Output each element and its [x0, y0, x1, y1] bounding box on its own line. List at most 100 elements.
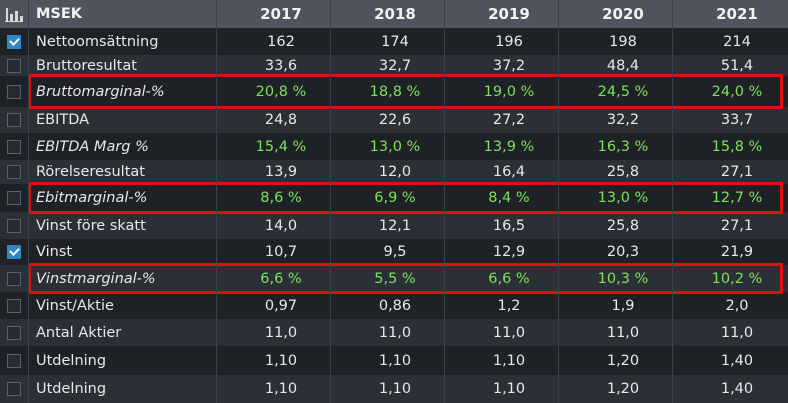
- value-cell: 8,4 %: [488, 190, 530, 206]
- value-cell: 22,6: [378, 112, 412, 128]
- checkbox-checked[interactable]: [7, 245, 21, 259]
- value-cell: 11,0: [492, 324, 526, 341]
- value-cell: 32,2: [606, 112, 640, 128]
- value-cell: 198: [609, 33, 637, 50]
- value-cell: 24,8: [264, 112, 298, 128]
- value-cell: 27,2: [492, 112, 526, 128]
- value-cell: 33,6: [264, 57, 298, 74]
- column-divider: [672, 0, 673, 403]
- value-cell: 14,0: [264, 217, 298, 234]
- value-cell: 12,9: [492, 244, 526, 260]
- row-checkbox-cell: [0, 76, 28, 107]
- row-checkbox-cell: [0, 107, 28, 133]
- checkbox[interactable]: [7, 218, 21, 233]
- value-cell: 16,3 %: [597, 138, 649, 155]
- checkbox[interactable]: [7, 84, 21, 99]
- year-header[interactable]: 2017: [260, 5, 302, 23]
- checkbox[interactable]: [7, 325, 21, 340]
- year-header[interactable]: 2018: [374, 5, 416, 23]
- value-cell: 51,4: [720, 57, 754, 74]
- value-cell: 1,40: [720, 381, 754, 397]
- value-cell: 27,1: [720, 164, 754, 180]
- row-label: EBITDA Marg %: [36, 138, 149, 155]
- value-cell: 20,3: [606, 244, 640, 260]
- table-header: MSEK 2017 2018 2019 2020 2021: [0, 0, 788, 28]
- row-checkbox-cell: [0, 346, 28, 375]
- table-row: Vinst/Aktie 0,97 0,86 1,2 1,9 2,0: [0, 292, 788, 319]
- checkbox-checked[interactable]: [7, 34, 21, 49]
- row-checkbox-cell: [0, 375, 28, 403]
- value-cell: 13,9: [264, 164, 298, 180]
- value-cell: 1,10: [264, 352, 298, 369]
- value-cell: 24,0 %: [711, 83, 763, 100]
- value-cell: 12,1: [378, 217, 412, 234]
- row-label: Bruttomarginal-%: [36, 83, 165, 100]
- table-row: Nettoomsättning 162 174 196 198 214: [0, 28, 788, 55]
- row-checkbox-cell: [0, 265, 28, 292]
- value-cell: 174: [381, 33, 409, 50]
- checkbox[interactable]: [7, 271, 21, 286]
- value-cell: 19,0 %: [483, 83, 535, 100]
- row-checkbox-cell: [0, 160, 28, 184]
- value-cell: 1,10: [492, 352, 526, 369]
- value-cell: 1,20: [606, 381, 640, 397]
- table-row: Vinst 10,7 9,5 12,9 20,3 21,9: [0, 239, 788, 265]
- value-cell: 12,0: [378, 164, 412, 180]
- bar-chart-icon[interactable]: [5, 6, 23, 22]
- table-row: Vinst före skatt 14,0 12,1 16,5 25,8 27,1: [0, 212, 788, 239]
- table-row: Utdelning 1,10 1,10 1,10 1,20 1,40: [0, 346, 788, 375]
- checkbox[interactable]: [7, 191, 21, 205]
- row-label: Vinstmarginal-%: [36, 270, 156, 287]
- value-cell: 15,8 %: [711, 138, 763, 155]
- column-divider: [216, 0, 217, 403]
- value-cell: 33,7: [720, 112, 754, 128]
- table-row: Antal Aktier 11,0 11,0 11,0 11,0 11,0: [0, 319, 788, 346]
- value-cell: 18,8 %: [369, 83, 421, 100]
- value-cell: 16,4: [492, 164, 526, 180]
- row-checkbox-cell: [0, 28, 28, 55]
- value-cell: 1,9: [611, 297, 635, 314]
- value-cell: 1,10: [264, 381, 298, 397]
- year-header[interactable]: 2021: [716, 5, 758, 23]
- value-cell: 10,2 %: [711, 270, 763, 287]
- row-label: Vinst: [36, 244, 73, 260]
- value-cell: 6,6 %: [260, 270, 302, 287]
- year-header[interactable]: 2020: [602, 5, 644, 23]
- row-label: Nettoomsättning: [36, 33, 159, 50]
- row-checkbox-cell: [0, 319, 28, 346]
- checkbox[interactable]: [7, 165, 21, 179]
- table-row: EBITDA Marg % 15,4 % 13,0 % 13,9 % 16,3 % 15,…: [0, 133, 788, 160]
- column-divider: [444, 0, 445, 403]
- chart-toggle[interactable]: [0, 0, 28, 28]
- checkbox[interactable]: [7, 139, 21, 154]
- checkbox[interactable]: [7, 298, 21, 313]
- table-row: EBITDA 24,8 22,6 27,2 32,2 33,7: [0, 107, 788, 133]
- year-header[interactable]: 2019: [488, 5, 530, 23]
- checkbox[interactable]: [7, 382, 21, 396]
- value-cell: 24,5 %: [597, 83, 649, 100]
- value-cell: 11,0: [720, 324, 754, 341]
- row-label: Ebitmarginal-%: [36, 190, 148, 206]
- value-cell: 13,0 %: [597, 190, 649, 206]
- row-label: Antal Aktier: [36, 324, 122, 341]
- table-row: Bruttoresultat 33,6 32,7 37,2 48,4 51,4: [0, 55, 788, 76]
- checkbox[interactable]: [7, 58, 21, 73]
- value-cell: 48,4: [606, 57, 640, 74]
- checkbox[interactable]: [7, 113, 21, 127]
- value-cell: 20,8 %: [255, 83, 307, 100]
- value-cell: 196: [495, 33, 523, 50]
- value-cell: 0,86: [378, 297, 412, 314]
- value-cell: 0,97: [264, 297, 298, 314]
- value-cell: 9,5: [383, 244, 407, 260]
- value-cell: 10,3 %: [597, 270, 649, 287]
- unit-label: MSEK: [36, 6, 83, 22]
- checkbox[interactable]: [7, 353, 21, 368]
- row-label: Vinst före skatt: [36, 217, 146, 234]
- value-cell: 13,9 %: [483, 138, 535, 155]
- value-cell: 32,7: [378, 57, 412, 74]
- value-cell: 25,8: [606, 217, 640, 234]
- row-label: EBITDA: [36, 112, 90, 128]
- value-cell: 214: [723, 33, 751, 50]
- value-cell: 11,0: [264, 324, 298, 341]
- value-cell: 15,4 %: [255, 138, 307, 155]
